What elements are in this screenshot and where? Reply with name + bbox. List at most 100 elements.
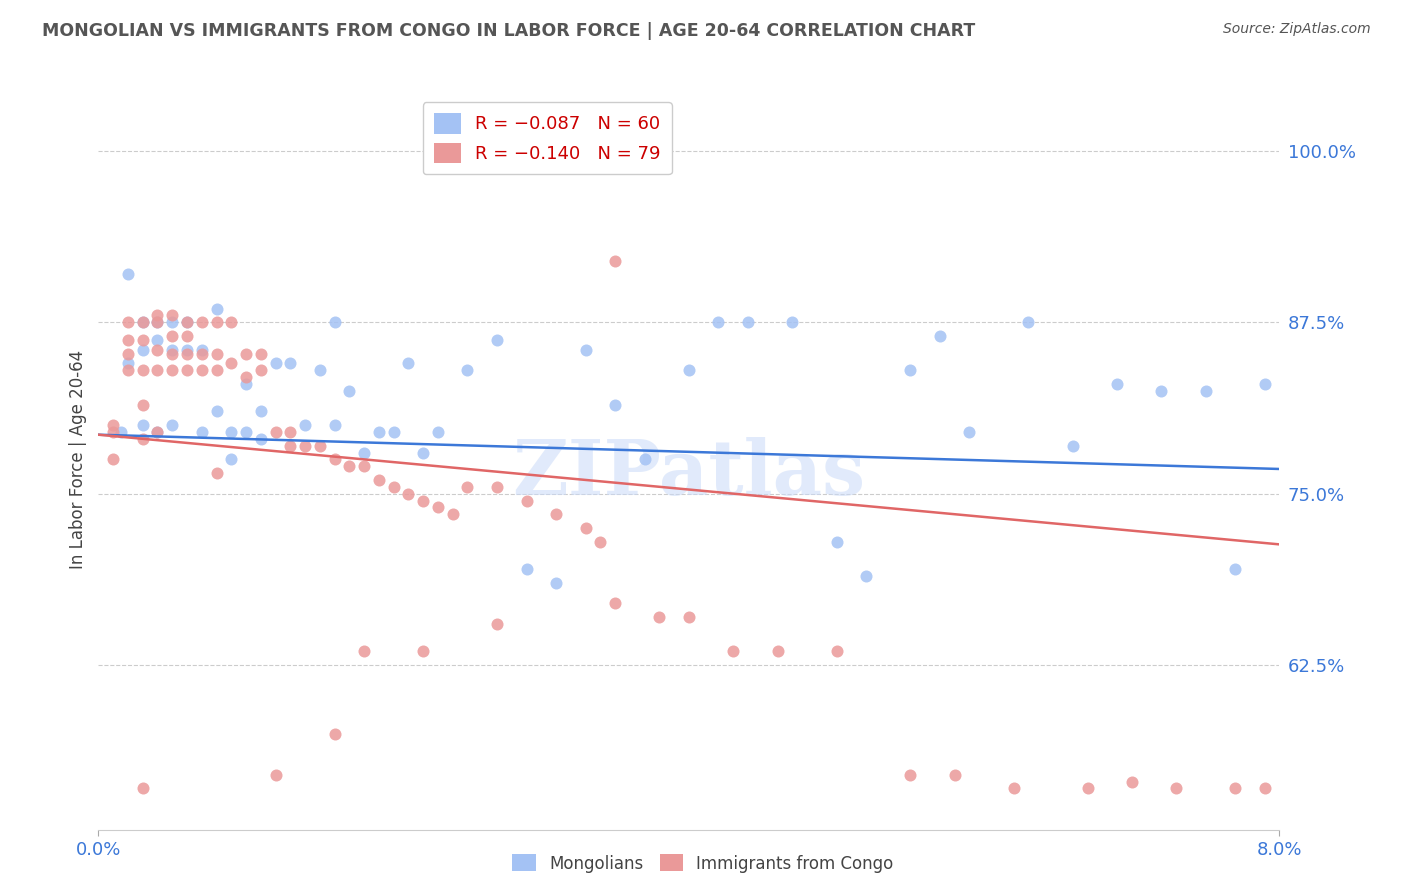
Point: [1107, 376, 1129, 391]
Point: [546, 507, 568, 521]
Point: [457, 363, 479, 377]
Point: [132, 343, 155, 357]
Point: [339, 459, 361, 474]
Point: [353, 459, 375, 474]
Point: [412, 493, 434, 508]
Point: [162, 418, 183, 433]
Point: [1062, 439, 1084, 453]
Point: [309, 439, 332, 453]
Point: [117, 268, 139, 282]
Point: [398, 486, 420, 500]
Point: [250, 363, 273, 377]
Legend: R = −0.087   N = 60, R = −0.140   N = 79: R = −0.087 N = 60, R = −0.140 N = 79: [423, 102, 672, 174]
Point: [707, 315, 730, 329]
Point: [264, 356, 287, 370]
Point: [132, 315, 155, 329]
Point: [280, 356, 302, 370]
Point: [412, 644, 434, 658]
Point: [280, 425, 302, 439]
Point: [427, 425, 450, 439]
Point: [176, 329, 198, 343]
Point: [323, 452, 346, 467]
Point: [427, 500, 450, 515]
Point: [264, 425, 287, 439]
Point: [486, 616, 509, 631]
Point: [132, 315, 155, 329]
Point: [162, 363, 183, 377]
Point: [678, 363, 700, 377]
Point: [929, 329, 952, 343]
Point: [382, 425, 405, 439]
Point: [191, 315, 214, 329]
Point: [146, 315, 169, 329]
Point: [250, 432, 273, 446]
Point: [191, 347, 214, 361]
Point: [205, 315, 228, 329]
Point: [589, 534, 612, 549]
Point: [648, 610, 671, 624]
Point: [900, 363, 922, 377]
Point: [205, 347, 228, 361]
Point: [162, 329, 183, 343]
Point: [737, 315, 759, 329]
Point: [634, 452, 657, 467]
Point: [943, 768, 966, 782]
Point: [605, 398, 627, 412]
Point: [959, 425, 981, 439]
Point: [546, 575, 568, 590]
Point: [575, 343, 598, 357]
Point: [1150, 384, 1173, 398]
Point: [1018, 315, 1040, 329]
Point: [132, 333, 155, 347]
Point: [323, 315, 346, 329]
Point: [205, 301, 228, 316]
Point: [1166, 781, 1188, 796]
Point: [1195, 384, 1218, 398]
Point: [117, 356, 139, 370]
Point: [176, 363, 198, 377]
Point: [221, 452, 243, 467]
Point: [176, 343, 198, 357]
Point: [235, 376, 257, 391]
Point: [678, 610, 700, 624]
Point: [1225, 781, 1247, 796]
Point: [146, 425, 169, 439]
Point: [1254, 376, 1277, 391]
Point: [412, 445, 434, 459]
Point: [323, 418, 346, 433]
Point: [117, 333, 139, 347]
Point: [339, 384, 361, 398]
Point: [162, 343, 183, 357]
Point: [176, 347, 198, 361]
Point: [132, 398, 155, 412]
Point: [457, 480, 479, 494]
Point: [1121, 774, 1143, 789]
Point: [221, 425, 243, 439]
Point: [146, 425, 169, 439]
Point: [353, 644, 375, 658]
Point: [235, 425, 257, 439]
Point: [205, 404, 228, 418]
Point: [723, 644, 745, 658]
Point: [605, 253, 627, 268]
Point: [132, 418, 155, 433]
Point: [782, 315, 804, 329]
Point: [368, 473, 391, 487]
Point: [398, 356, 420, 370]
Point: [264, 768, 287, 782]
Point: [221, 356, 243, 370]
Point: [132, 432, 155, 446]
Point: [191, 343, 214, 357]
Point: [103, 418, 125, 433]
Point: [221, 315, 243, 329]
Point: [117, 315, 139, 329]
Point: [117, 347, 139, 361]
Point: [132, 363, 155, 377]
Point: [1077, 781, 1099, 796]
Point: [825, 534, 848, 549]
Point: [191, 425, 214, 439]
Point: [103, 425, 125, 439]
Point: [146, 333, 169, 347]
Point: [605, 596, 627, 610]
Point: [294, 439, 316, 453]
